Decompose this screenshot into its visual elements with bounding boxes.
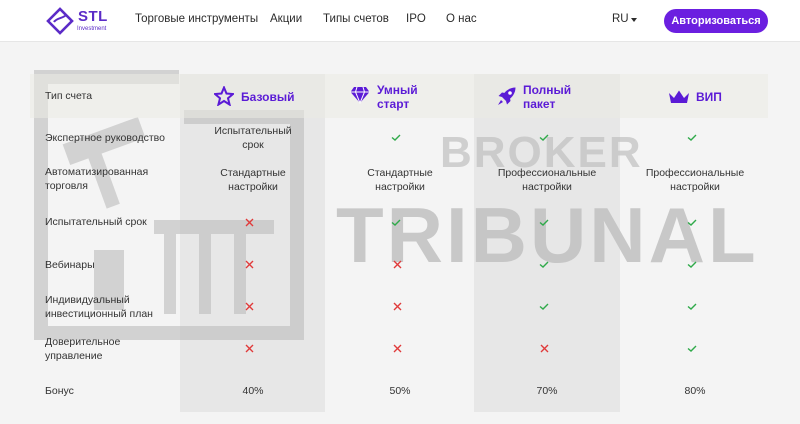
stl-logo-icon[interactable] [44, 5, 108, 37]
row-label-trust-management: Доверительное управление [45, 335, 120, 363]
rocket-icon [498, 87, 516, 105]
cell-text-line2: срок [242, 139, 264, 151]
cell-text-line2: настройки [375, 181, 425, 193]
check-icon [687, 134, 697, 141]
crown-icon [669, 90, 689, 103]
language-selector[interactable]: RU [612, 13, 629, 25]
cell-text-line1: Испытательный [214, 125, 292, 137]
cross-icon [540, 344, 549, 353]
cell-basic-automated-trading: Стандартные настройки [183, 166, 323, 194]
cross-icon [393, 302, 402, 311]
check-icon [539, 303, 549, 310]
check-icon [687, 261, 697, 268]
cell-smart-bonus: 50% [389, 385, 411, 397]
cross-icon [245, 218, 254, 227]
logo-subtitle: Investment [77, 26, 107, 32]
plan-smart-start-title-line1: Умный [377, 83, 418, 97]
row-label-line1: Доверительное [45, 336, 121, 348]
plan-basic-title: Базовый [241, 90, 295, 104]
row-label-line1: Индивидуальный [45, 294, 130, 306]
cross-icon [393, 260, 402, 269]
row-label-individual-plan: Индивидуальный инвестиционный план [45, 293, 153, 321]
check-icon [539, 219, 549, 226]
table-header-row [30, 74, 768, 118]
cross-icon [393, 344, 402, 353]
column-band-basic [180, 74, 325, 412]
check-icon [539, 261, 549, 268]
row-label-automated-trading: Автоматизированная торговля [45, 165, 148, 193]
cell-vip-bonus: 80% [684, 385, 706, 397]
cell-smart-automated-trading: Стандартные настройки [330, 166, 470, 194]
login-button[interactable]: Авторизоваться [664, 9, 768, 33]
plan-vip-title: ВИП [696, 90, 722, 104]
cell-text-line1: Стандартные [220, 167, 286, 179]
check-icon [687, 303, 697, 310]
plan-full-package-title-line2: пакет [523, 97, 556, 111]
diamond-icon [350, 86, 370, 104]
logo-text[interactable]: STL [78, 8, 108, 25]
row-label-webinars: Вебинары [45, 259, 95, 271]
nav-account-types[interactable]: Типы счетов [323, 13, 389, 25]
cross-icon [245, 344, 254, 353]
row-label-trial-period: Испытательный срок [45, 216, 147, 228]
cell-basic-expert-guidance: Испытательный срок [183, 124, 323, 152]
cell-text-line2: настройки [228, 181, 278, 193]
cross-icon [245, 302, 254, 311]
nav-stocks[interactable]: Акции [270, 13, 303, 25]
nav-trading-instruments[interactable]: Торговые инструменты [135, 13, 259, 25]
row-label-line2: управление [45, 350, 103, 362]
account-type-label: Тип счета [45, 90, 93, 102]
cell-text-line1: Профессиональные [645, 167, 745, 179]
cross-icon [245, 260, 254, 269]
cell-basic-bonus: 40% [242, 385, 264, 397]
top-navbar: STL Investment Торговые инструменты Акци… [0, 0, 800, 42]
row-label-line2: инвестиционный план [45, 308, 153, 320]
watermark-broker-text: BROKER [440, 128, 643, 177]
chevron-down-icon[interactable] [631, 18, 637, 22]
check-icon [391, 134, 401, 141]
check-icon [687, 219, 697, 226]
cell-text-line2: настройки [522, 181, 572, 193]
cell-text-line2: настройки [670, 181, 720, 193]
row-label-bonus: Бонус [45, 385, 74, 397]
cell-full-bonus: 70% [536, 385, 558, 397]
cell-full-automated-trading: Профессиональные настройки [477, 166, 617, 194]
nav-ipo[interactable]: IPO [406, 13, 426, 25]
check-icon [391, 219, 401, 226]
star-icon [214, 86, 234, 106]
column-band-full [474, 74, 620, 412]
row-label-line1: Автоматизированная [45, 166, 149, 178]
nav-about[interactable]: О нас [446, 13, 477, 25]
check-icon [687, 345, 697, 352]
row-label-line2: торговля [45, 180, 88, 192]
check-icon [539, 134, 549, 141]
plan-smart-start-title-line2: старт [377, 97, 410, 111]
cell-text-line1: Профессиональные [497, 167, 597, 179]
cell-vip-automated-trading: Профессиональные настройки [625, 166, 765, 194]
cell-text-line1: Стандартные [367, 167, 433, 179]
plan-full-package-title-line1: Полный [523, 83, 572, 97]
row-label-expert-guidance: Экспертное руководство [45, 132, 165, 144]
